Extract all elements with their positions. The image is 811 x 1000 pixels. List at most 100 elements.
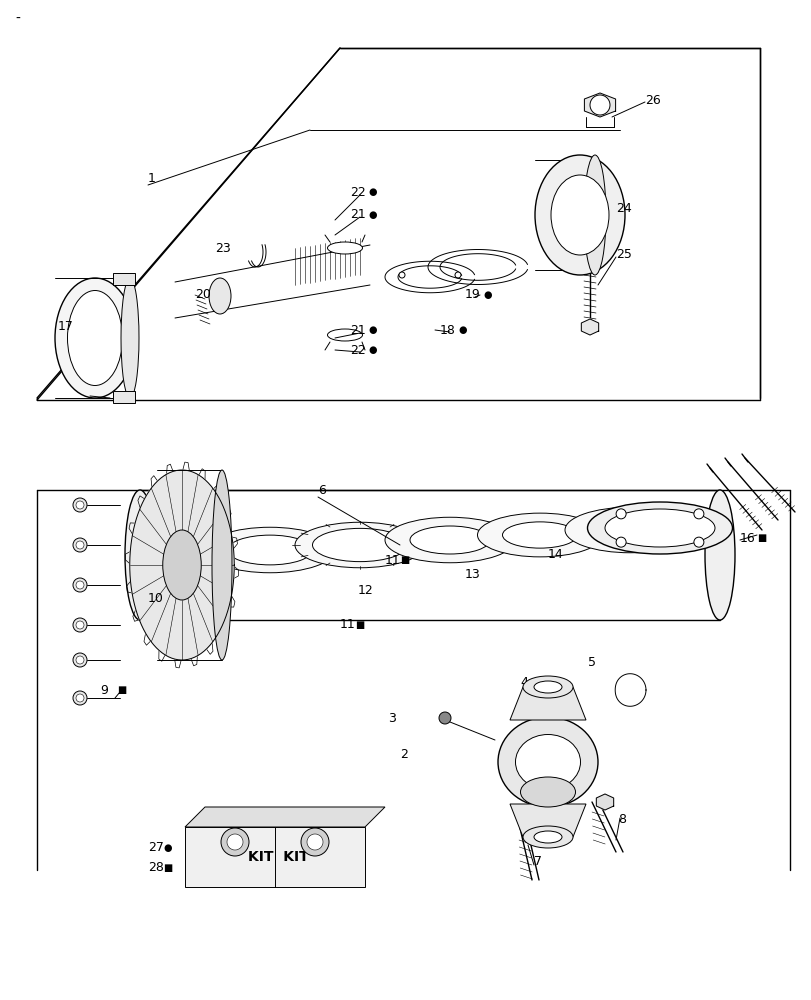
Circle shape (693, 537, 703, 547)
Ellipse shape (55, 278, 135, 398)
Text: ■: ■ (354, 620, 364, 630)
Ellipse shape (520, 777, 575, 807)
Ellipse shape (522, 676, 573, 698)
Ellipse shape (125, 490, 155, 620)
Text: 11: 11 (384, 554, 401, 566)
Text: 12: 12 (358, 584, 373, 596)
Polygon shape (130, 470, 234, 660)
Text: ●: ● (457, 325, 466, 335)
Text: 15: 15 (617, 528, 633, 542)
Circle shape (616, 509, 625, 519)
Ellipse shape (477, 513, 602, 557)
Ellipse shape (587, 502, 732, 554)
Text: 26: 26 (644, 94, 660, 107)
Circle shape (76, 656, 84, 664)
Text: 24: 24 (616, 202, 631, 215)
Polygon shape (595, 794, 613, 810)
Text: ●: ● (367, 345, 376, 355)
Text: 19: 19 (465, 288, 480, 302)
Ellipse shape (208, 278, 230, 314)
Text: 9: 9 (100, 684, 108, 696)
Circle shape (454, 272, 461, 278)
Ellipse shape (564, 507, 694, 553)
Ellipse shape (502, 522, 577, 548)
Circle shape (227, 834, 242, 850)
Ellipse shape (204, 527, 335, 573)
Circle shape (307, 834, 323, 850)
Text: 16: 16 (739, 532, 755, 544)
Ellipse shape (294, 522, 424, 568)
Circle shape (221, 828, 249, 856)
Circle shape (590, 95, 609, 115)
Text: 28: 28 (148, 861, 164, 874)
Circle shape (301, 828, 328, 856)
Ellipse shape (312, 528, 407, 562)
Text: 25: 25 (616, 248, 631, 261)
Ellipse shape (162, 530, 201, 600)
Circle shape (439, 712, 450, 724)
Text: -: - (15, 12, 19, 26)
Circle shape (73, 618, 87, 632)
Ellipse shape (534, 155, 624, 275)
Circle shape (73, 691, 87, 705)
Text: 7: 7 (534, 855, 541, 868)
Text: 21: 21 (350, 209, 365, 222)
Text: 27: 27 (148, 841, 164, 854)
Text: 10: 10 (148, 591, 164, 604)
Ellipse shape (522, 826, 573, 848)
Circle shape (76, 541, 84, 549)
Bar (113, 391, 135, 403)
Text: ●: ● (483, 290, 491, 300)
Text: 22: 22 (350, 186, 365, 198)
Polygon shape (581, 319, 598, 335)
Text: ●: ● (367, 325, 376, 335)
Polygon shape (185, 807, 384, 827)
Text: 22: 22 (350, 344, 365, 357)
Text: KIT  KIT: KIT KIT (247, 850, 308, 864)
Text: 11: 11 (340, 618, 355, 632)
Ellipse shape (534, 681, 561, 693)
Ellipse shape (227, 535, 312, 565)
Circle shape (76, 581, 84, 589)
Ellipse shape (410, 526, 489, 554)
Ellipse shape (327, 329, 362, 341)
Circle shape (73, 538, 87, 552)
Text: ■: ■ (117, 685, 126, 695)
Circle shape (616, 537, 625, 547)
Bar (113, 273, 135, 285)
Polygon shape (584, 93, 615, 117)
Text: ■: ■ (163, 863, 172, 873)
Text: ●: ● (367, 210, 376, 220)
Text: 21: 21 (350, 324, 365, 336)
Ellipse shape (551, 175, 608, 255)
Text: ●: ● (163, 843, 171, 853)
Circle shape (76, 621, 84, 629)
Circle shape (73, 498, 87, 512)
Text: 20: 20 (195, 288, 211, 302)
Text: 6: 6 (318, 484, 325, 496)
Circle shape (76, 501, 84, 509)
Ellipse shape (590, 516, 669, 544)
Text: 17: 17 (58, 320, 74, 334)
Text: 5: 5 (587, 656, 595, 670)
Text: 3: 3 (388, 712, 396, 724)
Ellipse shape (515, 734, 580, 790)
Text: 23: 23 (215, 241, 230, 254)
Text: 1: 1 (148, 172, 156, 185)
Ellipse shape (534, 831, 561, 843)
Text: 4: 4 (519, 676, 527, 688)
Text: ■: ■ (400, 555, 409, 565)
Ellipse shape (497, 717, 597, 807)
Circle shape (398, 272, 405, 278)
Text: 2: 2 (400, 748, 407, 762)
Ellipse shape (67, 290, 122, 385)
Ellipse shape (327, 242, 362, 254)
Circle shape (693, 509, 703, 519)
Circle shape (73, 578, 87, 592)
Ellipse shape (604, 509, 714, 547)
Polygon shape (509, 687, 586, 720)
Ellipse shape (704, 490, 734, 620)
Circle shape (73, 653, 87, 667)
Text: 8: 8 (617, 813, 625, 826)
Polygon shape (185, 827, 365, 887)
